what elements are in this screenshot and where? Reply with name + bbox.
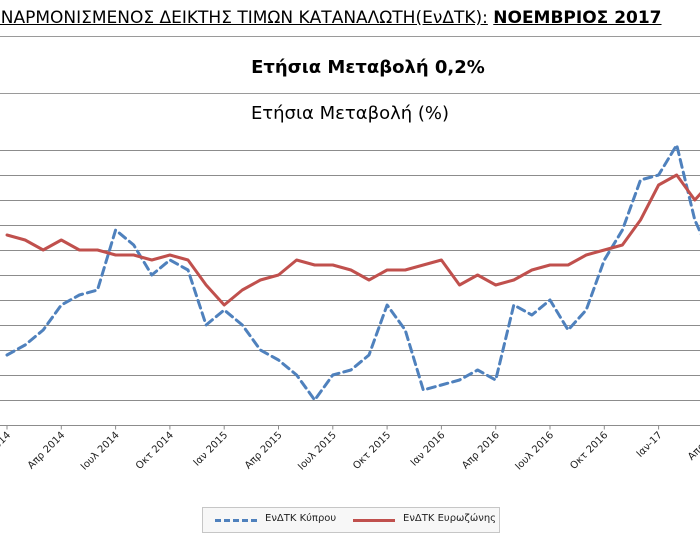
x-tick-label-9: Απρ 2016 [460, 430, 502, 472]
header-month: ΝΟΕΜΒΡΙΟΣ 2017 [493, 8, 662, 28]
annual-change-heading: Ετήσια Μεταβολή 0,2% [251, 57, 485, 78]
x-tick-label-13: Απρ-17 [686, 430, 700, 463]
x-tick-label-10: Ιουλ 2016 [513, 430, 556, 473]
legend-swatch-cyprus [215, 519, 257, 522]
series-line-eurozone [5, 173, 700, 307]
x-tick-label-1: Απρ 2014 [26, 430, 68, 472]
legend-label-eurozone: ΕνΔΤΚ Ευρωζώνης [403, 513, 497, 524]
x-tick-label-5: Απρ 2015 [243, 430, 285, 472]
x-tick-label-12: Ιαν-17 [635, 430, 665, 460]
chart-legend: ΕνΔΤΚ Κύπρου ΕνΔΤΚ Ευρωζώνης [202, 507, 500, 533]
x-tick-label-3: Οκτ 2014 [134, 430, 176, 472]
x-tick-label-2: Ιουλ 2014 [79, 430, 122, 473]
x-tick-label-4: Ιαν 2015 [192, 430, 231, 469]
x-tick-label-0: Ιαν 2014 [0, 430, 13, 469]
x-tick-label-11: Οκτ 2016 [568, 430, 610, 472]
chart-title: Ετήσια Μεταβολή (%) [250, 103, 450, 124]
x-tick-label-8: Ιαν 2016 [409, 430, 448, 469]
header-subject: ΕΝΑΡΜΟΝΙΣΜΕΝΟΣ ΔΕΙΚΤΗΣ ΤΙΜΩΝ ΚΑΤΑΝΑΛΩΤΗ(… [0, 8, 488, 28]
header-divider [0, 36, 700, 37]
x-tick-label-6: Ιουλ 2015 [296, 430, 339, 473]
legend-label-cyprus: ΕνΔΤΚ Κύπρου [265, 513, 337, 524]
x-tick-label-7: Οκτ 2015 [351, 430, 393, 472]
series-line-cyprus [5, 143, 700, 402]
page-header: ΕΝΑΡΜΟΝΙΣΜΕΝΟΣ ΔΕΙΚΤΗΣ ΤΙΜΩΝ ΚΑΤΑΝΑΛΩΤΗ(… [0, 8, 662, 28]
chart-divider [0, 93, 700, 94]
legend-swatch-eurozone [353, 519, 395, 522]
